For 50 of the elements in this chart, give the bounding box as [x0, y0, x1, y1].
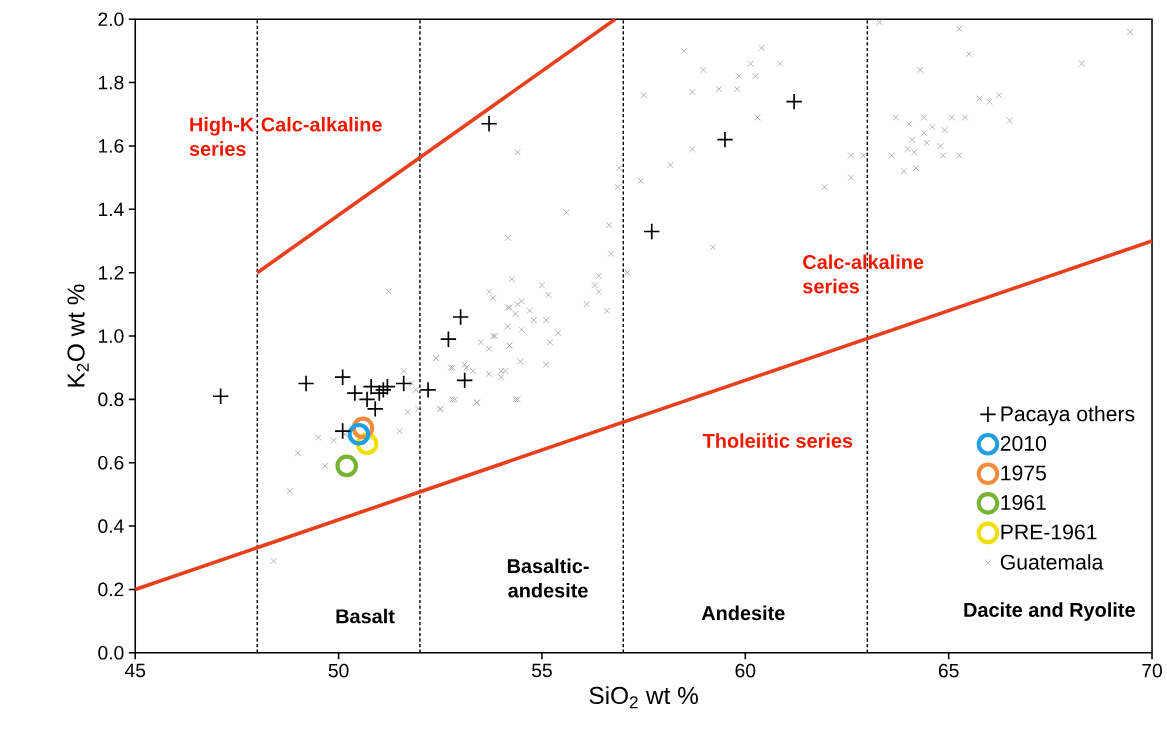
x-tick-label: 55 [532, 663, 552, 678]
y-tick-label: 1.0 [98, 329, 124, 343]
y-tick-label: 1.6 [98, 139, 124, 153]
point [347, 423, 371, 446]
point [297, 375, 315, 393]
point [334, 368, 352, 386]
point [785, 93, 803, 111]
y-tick-label: 0.2 [98, 582, 124, 597]
annotation: Basaltic-andesite [507, 558, 589, 598]
x-tick-label: 60 [735, 663, 756, 678]
point [334, 422, 352, 440]
annotation: High-K Calc-alkaline series [189, 117, 382, 157]
y-tick-label: 1.4 [98, 202, 124, 217]
x-tick-label: 45 [124, 663, 146, 678]
legend-label: 2010 [1000, 436, 1047, 452]
y-axis-title: K$_{2}$O wt % [67, 284, 89, 387]
point [378, 378, 396, 396]
point [346, 384, 364, 402]
y-tick-label: 2.0 [98, 12, 124, 27]
legend-label: PRE-1961 [1001, 524, 1097, 540]
annotation: Andesite [701, 605, 785, 621]
y-tick-label: 0.8 [98, 392, 124, 407]
y-tick-label: 0.6 [98, 456, 124, 470]
point [374, 381, 392, 399]
annotation: Basalt [336, 608, 395, 624]
x-tick-label: 70 [1142, 663, 1162, 678]
x-tick-label: 50 [328, 663, 349, 678]
point [212, 387, 230, 405]
annotation: Calc-alkaline series [803, 254, 924, 294]
point [439, 330, 457, 348]
legend-label: Guatemala [1000, 554, 1104, 570]
x-tick-label: 65 [938, 663, 959, 678]
legend-label: 1975 [1001, 465, 1046, 481]
point [452, 308, 470, 326]
annotation: Dacite and Ryolite [964, 602, 1135, 622]
point [456, 372, 474, 390]
legend-label: 1961 [1001, 495, 1046, 511]
y-tick-label: 0.4 [98, 519, 124, 534]
point [480, 115, 498, 133]
point [716, 131, 734, 149]
annotation: Tholeiitic series [702, 433, 853, 449]
y-tick-label: 0.0 [98, 646, 124, 660]
x-axis-title: SiO$_{2}$ wt % [589, 686, 698, 709]
y-tick-label: 1.2 [98, 266, 124, 280]
point [335, 454, 359, 478]
point [419, 381, 437, 399]
y-tick-label: 1.8 [98, 75, 124, 90]
point [643, 223, 661, 241]
legend-label: Pacaya others [1001, 405, 1135, 426]
point [395, 375, 413, 393]
